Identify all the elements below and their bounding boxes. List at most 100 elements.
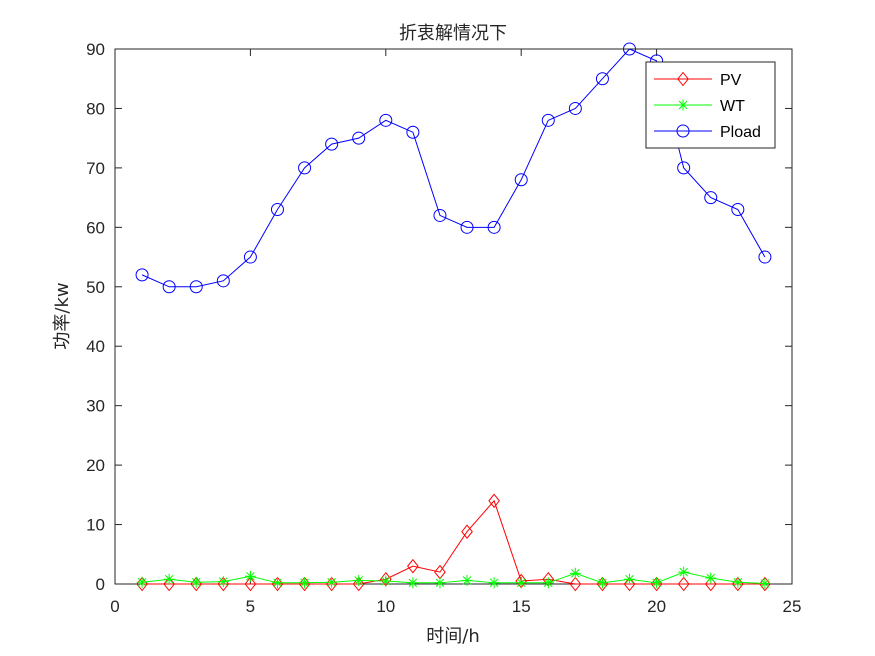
y-tick-label: 90	[86, 40, 105, 59]
data-point-pload	[460, 220, 474, 234]
data-point-wt	[759, 577, 771, 589]
data-point-wt	[678, 566, 690, 578]
asterisk-stroke	[219, 577, 228, 586]
data-point-pload	[568, 101, 582, 115]
data-point-pload	[135, 268, 149, 282]
y-tick-label: 40	[86, 337, 105, 356]
y-tick-label: 0	[96, 575, 105, 594]
data-point-pload	[704, 191, 718, 205]
legend-label-pload: Pload	[720, 124, 761, 141]
data-point-pv	[352, 576, 365, 592]
data-point-pload	[731, 203, 745, 216]
legend-label-wt: WT	[720, 98, 745, 115]
asterisk-stroke	[678, 100, 688, 110]
x-tick-label: 15	[512, 597, 531, 616]
asterisk-stroke	[273, 578, 282, 588]
data-point-pload	[379, 113, 393, 127]
y-tick-label: 30	[86, 397, 105, 416]
asterisk-stroke	[625, 574, 634, 584]
data-point-pload	[595, 72, 609, 86]
data-point-pv	[461, 524, 473, 539]
data-point-wt	[407, 577, 419, 589]
data-point-wt	[515, 577, 527, 589]
asterisk-stroke	[733, 577, 743, 587]
data-point-wt	[353, 574, 365, 586]
data-point-wt	[651, 577, 663, 589]
legend-marker-wt	[677, 99, 689, 111]
data-point-pv	[244, 576, 257, 592]
asterisk-stroke	[381, 576, 391, 586]
asterisk-stroke	[706, 573, 716, 583]
y-axis-label: 功率/kw	[52, 282, 73, 349]
data-point-wt	[244, 570, 256, 582]
data-point-pload	[243, 250, 257, 264]
data-point-pload	[270, 203, 284, 216]
data-point-pv	[488, 493, 500, 509]
data-point-pload	[406, 125, 420, 139]
y-tick-label: 10	[86, 516, 105, 535]
data-point-pload	[298, 161, 312, 175]
asterisk-stroke	[571, 568, 580, 578]
data-point-wt	[190, 576, 202, 588]
x-tick-label: 20	[647, 597, 666, 616]
legend-marker-pv	[677, 71, 689, 87]
data-point-pload	[162, 280, 176, 294]
data-point-pload	[487, 220, 501, 234]
y-tick-label: 60	[86, 218, 105, 237]
data-point-wt	[732, 576, 744, 588]
data-point-wt	[542, 577, 554, 589]
asterisk-stroke	[598, 578, 607, 588]
data-point-pload	[352, 131, 366, 145]
data-point-pv	[163, 576, 176, 592]
data-point-pload	[677, 161, 691, 175]
asterisk-stroke	[489, 578, 499, 588]
y-tick-label: 70	[86, 159, 105, 178]
x-tick-label: 25	[783, 597, 802, 616]
data-point-pload	[325, 137, 339, 151]
data-point-pv	[677, 576, 690, 592]
asterisk-stroke	[760, 579, 770, 588]
asterisk-stroke	[435, 578, 445, 588]
data-point-wt	[271, 577, 283, 589]
asterisk-stroke	[679, 567, 688, 577]
data-point-wt	[299, 577, 311, 589]
asterisk-stroke	[327, 577, 336, 587]
data-point-pload	[433, 208, 447, 222]
data-point-pload	[623, 42, 637, 56]
series-layer	[135, 42, 772, 592]
x-tick-label: 5	[246, 597, 255, 616]
data-point-wt	[217, 576, 229, 588]
asterisk-stroke	[408, 578, 418, 588]
x-axis-label: 时间/h	[426, 626, 479, 647]
asterisk-stroke	[191, 577, 201, 587]
asterisk-stroke	[516, 578, 526, 588]
y-tick-label: 20	[86, 456, 105, 475]
data-point-wt	[136, 576, 148, 588]
y-tick-label: 50	[86, 278, 105, 297]
data-point-wt	[624, 573, 636, 585]
series-wt	[136, 566, 771, 589]
asterisk-stroke	[300, 578, 309, 588]
data-point-pload	[514, 173, 528, 187]
asterisk-stroke	[652, 578, 661, 588]
asterisk-stroke	[246, 571, 255, 581]
data-point-wt	[596, 577, 608, 589]
x-tick-label: 10	[376, 597, 395, 616]
legend: PV WT Pload	[645, 61, 776, 149]
asterisk-stroke	[543, 578, 553, 588]
data-point-pv	[298, 576, 311, 592]
data-point-pv	[759, 576, 771, 592]
data-point-pload	[758, 250, 772, 264]
data-point-wt	[163, 573, 175, 585]
data-point-pv	[569, 576, 582, 592]
series-line-wt	[142, 571, 765, 584]
data-point-wt	[380, 575, 392, 587]
data-point-wt	[461, 574, 473, 586]
data-point-wt	[705, 572, 717, 584]
asterisk-stroke	[137, 577, 147, 587]
asterisk-stroke	[354, 576, 364, 585]
data-point-wt	[434, 577, 446, 589]
data-point-wt	[569, 567, 581, 579]
chart-title: 折衷解情况下	[399, 23, 507, 44]
